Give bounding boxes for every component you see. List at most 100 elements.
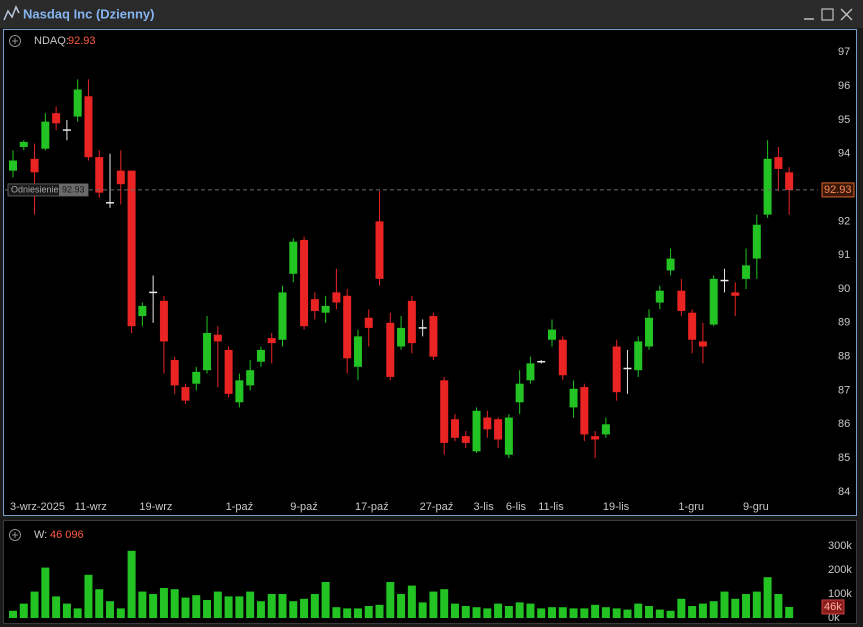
y-tick-label: 87 — [838, 384, 850, 396]
x-tick-label: 11-lis — [538, 501, 564, 513]
y-tick-label: 85 — [838, 452, 850, 464]
maximize-button[interactable] — [821, 8, 834, 21]
x-tick-label: 19-wrz — [139, 501, 172, 513]
volume-bar — [763, 577, 772, 618]
candle-body — [149, 291, 158, 294]
candle-body — [526, 363, 535, 381]
last-volume-tag — [821, 599, 845, 615]
candle-body — [30, 158, 39, 173]
candle-body — [116, 170, 125, 185]
volume-bar — [289, 601, 298, 618]
price-panel — [3, 29, 857, 516]
candle-body — [623, 367, 632, 370]
x-tick-label: 1-paź — [226, 501, 254, 513]
volume-bar — [19, 603, 28, 618]
candle-body — [450, 419, 459, 438]
volume-bar — [203, 600, 212, 618]
x-tick-label: 9-gru — [743, 501, 769, 513]
candle-body — [310, 299, 319, 311]
candle-body — [235, 380, 244, 403]
legend-value: 46 096 — [50, 529, 84, 541]
candle-body — [375, 221, 384, 279]
legend-value: 92.93 — [68, 35, 96, 47]
y-tick-label: 84 — [838, 486, 850, 498]
volume-bar — [504, 606, 513, 618]
volume-bar — [472, 607, 481, 618]
candle-body — [73, 89, 82, 117]
volume-bar — [515, 602, 524, 618]
legend-name: NDAQ: — [34, 35, 69, 47]
candle-body — [655, 290, 664, 303]
candle-body — [558, 339, 567, 376]
volume-bar — [192, 595, 201, 618]
volume-bar — [580, 608, 589, 618]
candle-body — [192, 371, 201, 384]
candle-body — [256, 349, 265, 362]
candle-body — [504, 417, 513, 455]
volume-bar — [310, 594, 319, 618]
y-tick-label: 200k — [828, 564, 852, 576]
volume-bar — [181, 597, 190, 618]
candle-body — [127, 170, 136, 327]
volume-bar — [731, 598, 740, 618]
volume-bar — [300, 598, 309, 618]
candle-body — [537, 360, 546, 363]
volume-bar — [461, 606, 470, 618]
volume-bar — [591, 604, 600, 618]
volume-bar — [84, 574, 93, 618]
candle-body — [440, 380, 449, 443]
volume-bar — [353, 608, 362, 618]
y-tick-label: 0k — [828, 612, 840, 624]
y-tick-label: 300k — [828, 540, 852, 552]
candle-body — [483, 417, 492, 430]
candle-body — [353, 336, 362, 367]
y-tick-label: 96 — [838, 80, 850, 92]
volume-bar — [267, 594, 276, 618]
legend-icon — [9, 529, 21, 541]
candle-body — [612, 346, 621, 393]
legend-icon-arrows — [12, 38, 18, 44]
volume-bar — [720, 591, 729, 618]
volume-bar — [278, 594, 287, 618]
volume-bar — [645, 606, 654, 618]
volume-bar — [623, 609, 632, 618]
volume-bar — [106, 601, 115, 618]
volume-bar — [9, 610, 17, 618]
close-button[interactable] — [840, 8, 853, 21]
candle-body — [418, 327, 427, 329]
last-price-value: 92.93 — [824, 184, 852, 196]
candle-body — [224, 349, 233, 394]
candle-body — [95, 157, 104, 193]
candle-body — [343, 295, 352, 359]
y-tick-label: 97 — [838, 46, 850, 58]
x-tick-label: 19-lis — [603, 501, 630, 513]
volume-bar — [52, 596, 61, 618]
x-tick-label: 9-paź — [290, 501, 318, 513]
candle-body — [19, 141, 28, 147]
candle-body — [677, 290, 686, 311]
candle-body — [62, 129, 71, 131]
x-tick-label: 11-wrz — [75, 501, 107, 513]
volume-bar — [666, 610, 675, 618]
volume-bar — [709, 601, 718, 618]
volume-bar — [655, 609, 664, 618]
volume-bar — [440, 589, 449, 618]
volume-bar — [213, 591, 222, 618]
y-tick-label: 90 — [838, 283, 850, 295]
title-bar — [0, 0, 863, 28]
volume-bar — [450, 603, 459, 618]
x-tick-label: 1-gru — [678, 501, 704, 513]
y-tick-label: 91 — [838, 249, 850, 261]
y-tick-label: 92 — [838, 215, 850, 227]
volume-bar — [62, 603, 71, 618]
candle-body — [332, 292, 341, 303]
reference-label: Odniesienie — [11, 184, 59, 194]
candle-body — [84, 96, 93, 158]
candle-body — [213, 334, 222, 342]
candle-body — [785, 172, 794, 190]
candle-body — [170, 360, 179, 386]
candle-body — [397, 327, 406, 347]
volume-bar — [73, 608, 82, 618]
volume-bar — [548, 607, 556, 618]
candle-body — [645, 317, 654, 347]
